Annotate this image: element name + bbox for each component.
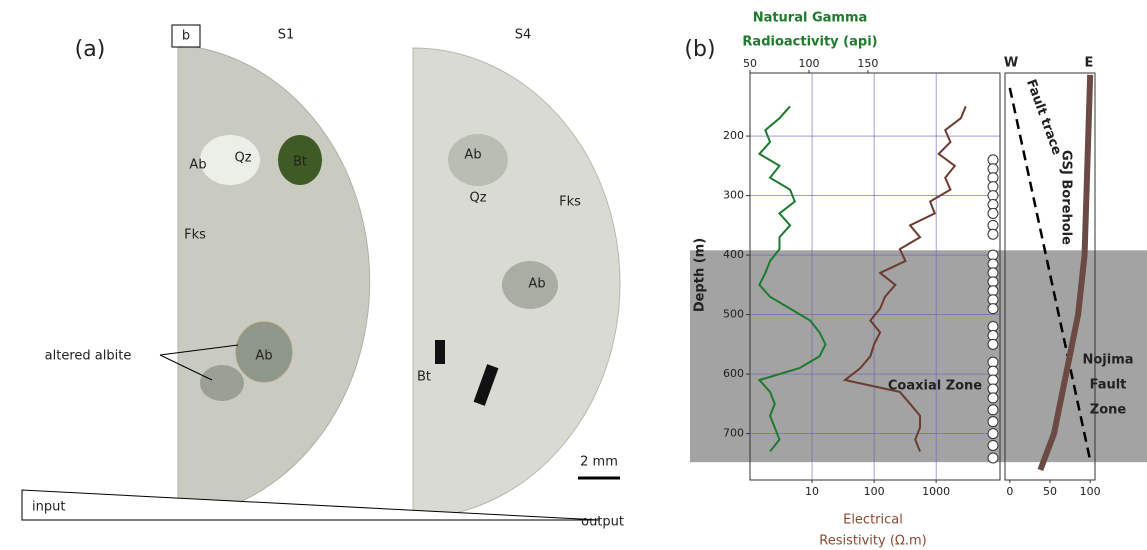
x-axis-label: Radioactivity (api) [742, 35, 877, 50]
sample-name: S4 [515, 28, 532, 43]
mineral-label: Fks [184, 228, 206, 243]
series-line [842, 105, 967, 452]
series-line [1037, 74, 1094, 471]
y-tick-label: 300 [723, 189, 744, 202]
x-tick-label: 100 [1080, 485, 1101, 498]
box-label-frame [171, 24, 201, 48]
sample-point [987, 338, 999, 350]
mineral-label: Bt [417, 370, 431, 385]
series-name: Fault trace [1023, 77, 1064, 157]
quartz-grain [200, 135, 260, 185]
y-tick-label: 400 [723, 248, 744, 261]
sample-point [987, 207, 999, 219]
y-tick-label: 700 [723, 427, 744, 440]
albite-grain [448, 134, 508, 186]
sample-point [987, 428, 999, 440]
leader-line [159, 354, 213, 381]
mineral-label: Fks [559, 195, 581, 210]
x-tick-label: 50 [743, 57, 757, 70]
scale-label: 2 mm [580, 455, 618, 470]
albite-grain [235, 321, 293, 383]
mineral-label: Ab [189, 158, 206, 173]
x2-axis-label: Resistivity (Ω.m) [819, 534, 926, 549]
sample-name: S1 [278, 28, 295, 43]
mineral-label: Ab [528, 277, 545, 292]
biotite-grain [278, 135, 322, 185]
x2-tick-label: 100 [864, 485, 885, 498]
zone-label: Nojima [1082, 353, 1133, 368]
leader-line [159, 344, 239, 356]
end-label: W [1004, 56, 1018, 71]
zone-label: Fault [1090, 378, 1127, 393]
sample-point [987, 303, 999, 315]
gradient-label: output [581, 515, 624, 530]
end-label: E [1085, 56, 1094, 71]
y-tick-label: 200 [723, 129, 744, 142]
y-axis-label: Depth (m) [693, 238, 708, 312]
gradient-wedge [21, 489, 601, 521]
thin-section-s1 [177, 44, 371, 519]
mineral-label: Ab [464, 148, 481, 163]
annotation: altered albite [45, 349, 132, 364]
x2-tick-label: 10 [805, 485, 819, 498]
x-tick-label: 50 [1043, 485, 1057, 498]
series-line [757, 105, 827, 453]
x-tick-label: 100 [798, 57, 819, 70]
series-name: GSJ Borehole [1059, 150, 1074, 245]
biotite-grain [435, 340, 445, 364]
sample-point [987, 392, 999, 404]
panel-label: (b) [684, 37, 715, 62]
gradient-label: input [32, 500, 65, 515]
zone-label: Zone [1090, 403, 1127, 418]
x-axis-label: Natural Gamma [753, 11, 868, 26]
annotation: Coaxial Zone [888, 379, 982, 394]
albite-grain [200, 365, 244, 401]
mineral-label: Bt [293, 155, 307, 170]
sample-point [987, 452, 999, 464]
sample-point [987, 404, 999, 416]
plot-frame [749, 72, 1001, 481]
y-tick-label: 500 [723, 308, 744, 321]
box-label: b [182, 29, 190, 44]
biotite-grain [473, 364, 499, 406]
panel-label: (a) [75, 37, 106, 62]
mineral-label: Qz [469, 191, 486, 206]
sample-point [987, 439, 999, 451]
albite-grain [502, 261, 558, 309]
sample-point [987, 228, 999, 240]
mineral-label: Ab [255, 349, 272, 364]
sample-point [987, 416, 999, 428]
x-tick-label: 0 [1006, 485, 1013, 498]
x2-axis-label: Electrical [843, 513, 903, 528]
y-tick-label: 600 [723, 367, 744, 380]
x2-tick-label: 1000 [922, 485, 950, 498]
mineral-label: Qz [234, 151, 251, 166]
x-tick-label: 150 [857, 57, 878, 70]
